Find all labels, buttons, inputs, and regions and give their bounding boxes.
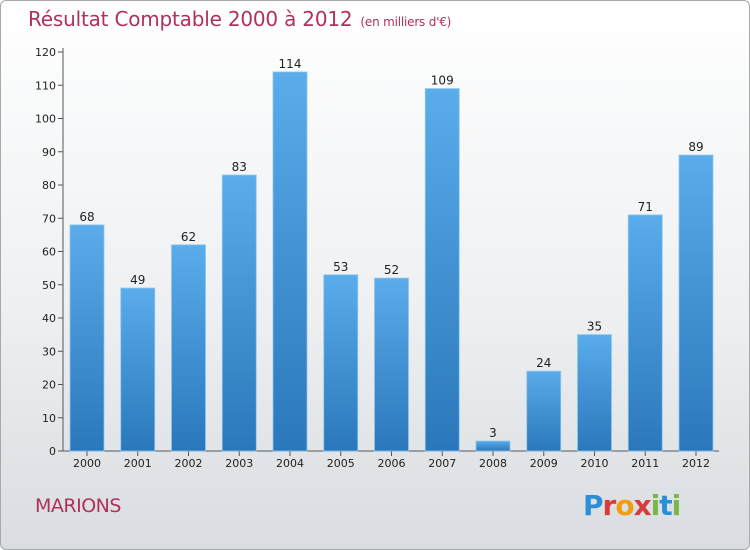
value-label-2006: 52 (384, 263, 399, 277)
bar-2009 (526, 370, 562, 452)
chart-title-text: Résultat Comptable 2000 à 2012 (28, 7, 353, 31)
value-label-2005: 53 (333, 260, 348, 274)
y-tick-label: 90 (42, 146, 56, 159)
value-label-2007: 109 (431, 74, 454, 88)
value-label-2000: 68 (79, 210, 94, 224)
x-tick-label-2006: 2006 (378, 457, 406, 470)
x-tick-label-2000: 2000 (73, 457, 101, 470)
logo-letter: i (650, 489, 661, 522)
bar-2010 (577, 334, 612, 452)
x-tick-label-2012: 2012 (682, 457, 710, 470)
logo-letter: o (615, 489, 634, 522)
x-tick-label-2010: 2010 (581, 457, 609, 470)
logo-letter: r (602, 489, 617, 522)
value-label-2002: 62 (181, 230, 196, 244)
y-tick-label: 120 (35, 46, 56, 59)
y-tick-label: 40 (42, 312, 56, 325)
x-tick-label-2009: 2009 (530, 457, 558, 470)
logo-letter: t (659, 489, 672, 522)
value-label-2001: 49 (130, 273, 145, 287)
chart-bars (69, 71, 714, 452)
bar-2012 (678, 154, 714, 452)
logo-letter: i (671, 489, 682, 522)
x-tick-label-2004: 2004 (276, 457, 304, 470)
bar-2004 (272, 71, 308, 452)
x-tick-label-2002: 2002 (175, 457, 203, 470)
bar-2003 (221, 174, 257, 452)
bar-2002 (171, 244, 206, 452)
value-label-2009: 24 (536, 356, 551, 370)
y-tick-label: 30 (42, 345, 56, 358)
y-tick-label: 50 (42, 279, 56, 292)
bar-2006 (374, 277, 409, 452)
bar-2007 (424, 88, 460, 452)
y-tick-label: 100 (35, 113, 56, 126)
x-tick-label-2005: 2005 (327, 457, 355, 470)
chart-labels: 68 2000 49 2001 62 2002 83 2003 114 2004 53 2005 52 2… (73, 57, 710, 470)
y-tick-label: 10 (42, 412, 56, 425)
x-tick-label-2003: 2003 (225, 457, 253, 470)
y-tick-label: 70 (42, 212, 56, 225)
y-tick-label: 80 (42, 179, 56, 192)
y-tick-label: 110 (35, 79, 56, 92)
bar-2011 (627, 214, 663, 452)
bar-2000 (69, 224, 105, 452)
y-tick-label: 0 (49, 445, 56, 458)
value-label-2011: 71 (638, 200, 653, 214)
proxiti-logo: Proxiti (583, 489, 682, 522)
chart-subtitle: (en milliers d'€) (360, 15, 452, 29)
value-label-2003: 83 (232, 160, 247, 174)
x-tick-label-2008: 2008 (479, 457, 507, 470)
chart-title: Résultat Comptable 2000 à 2012 (en millie… (28, 7, 451, 31)
logo-letter: P (583, 489, 604, 522)
value-label-2004: 114 (279, 57, 302, 71)
bar-2005 (323, 274, 359, 452)
y-tick-label: 20 (42, 379, 56, 392)
value-label-2008: 3 (489, 426, 497, 440)
bar-2008 (475, 440, 511, 452)
x-tick-label-2011: 2011 (631, 457, 659, 470)
value-label-2010: 35 (587, 320, 602, 334)
bar-2001 (120, 287, 156, 452)
x-tick-label-2001: 2001 (124, 457, 152, 470)
commune-name: MARIONS (35, 495, 121, 517)
logo-letter: x (633, 489, 652, 522)
y-tick-label: 60 (42, 246, 56, 259)
value-label-2012: 89 (688, 140, 703, 154)
x-tick-label-2007: 2007 (428, 457, 456, 470)
